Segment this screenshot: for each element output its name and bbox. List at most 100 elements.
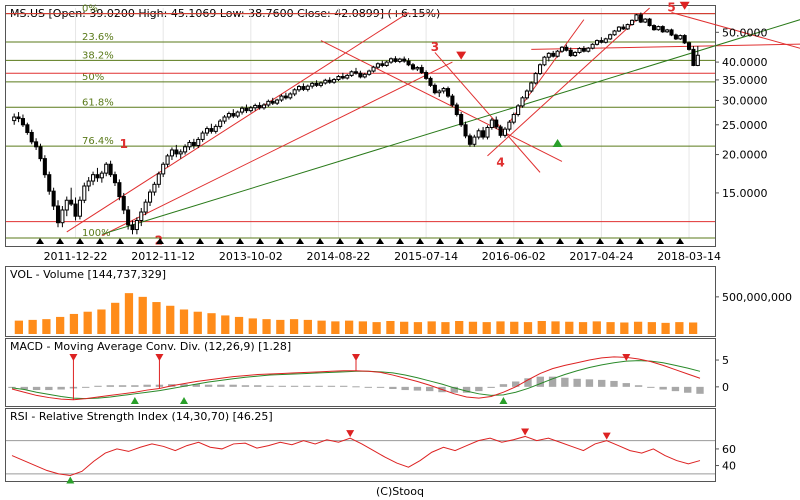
volume-bar xyxy=(69,313,79,334)
volume-bar xyxy=(523,322,533,334)
volume-bar xyxy=(537,321,546,334)
candle-body xyxy=(73,203,78,217)
candle-body xyxy=(165,155,170,165)
candle-body xyxy=(34,141,39,148)
date-tick-label: 2011-12-22 xyxy=(44,250,108,263)
rsi-title: RSI - Relative Strength Index (14,30,70)… xyxy=(10,410,273,423)
bottom-marker-triangle xyxy=(576,238,584,244)
fibonacci-label: 76.4% xyxy=(82,136,114,147)
macd-histogram-bar xyxy=(8,386,16,388)
price-tick-label: 15.0000 xyxy=(722,187,768,200)
candle-body xyxy=(327,79,332,83)
candle-body xyxy=(226,113,231,118)
candle-body xyxy=(410,64,416,70)
macd-histogram-bar xyxy=(266,385,274,387)
candle-body xyxy=(564,46,569,51)
candle-body xyxy=(472,136,477,145)
price-tick-label: 30.0000 xyxy=(722,94,768,107)
candle-body xyxy=(25,124,30,133)
volume-bar xyxy=(234,316,244,334)
candle-body xyxy=(196,138,201,147)
volume-panel: VOL - Volume [144,737,329] 500,000,000 xyxy=(5,266,792,337)
rsi-tick-label: 60 xyxy=(722,443,736,456)
candle-body xyxy=(314,82,319,86)
candle-body xyxy=(538,64,543,75)
volume-bar xyxy=(152,302,161,334)
macd-histogram-bar xyxy=(364,386,372,388)
candle-body xyxy=(275,99,280,104)
rsi-plot xyxy=(6,428,715,484)
volume-bar xyxy=(83,311,92,334)
candle-body xyxy=(437,90,442,94)
candle-body xyxy=(485,126,490,138)
volume-bar xyxy=(620,322,629,334)
volume-bar xyxy=(262,319,271,334)
bottom-marker-triangle xyxy=(596,238,604,244)
volume-bar xyxy=(138,296,147,334)
candle-body xyxy=(292,89,297,95)
bottom-marker-triangle xyxy=(556,238,564,244)
candle-body xyxy=(665,29,670,33)
bottom-marker-triangle xyxy=(376,238,384,244)
candle-body xyxy=(463,124,468,137)
candle-body xyxy=(428,77,433,86)
price-panel: MS.US [Open: 39.0200 High: 45.1069 Low: … xyxy=(5,0,800,247)
macd-tick-label: 0 xyxy=(722,381,729,394)
candle-body xyxy=(183,146,188,153)
candle-body xyxy=(502,128,508,136)
candle-body xyxy=(77,199,82,217)
candle-body xyxy=(520,97,525,107)
bottom-marker-triangle xyxy=(616,238,624,244)
candle-body xyxy=(494,119,499,128)
volume-bar xyxy=(441,322,450,334)
macd-histogram-bar xyxy=(315,385,323,387)
rsi-panel: RSI - Relative Strength Index (14,30,70)… xyxy=(5,408,736,484)
macd-histogram-bar xyxy=(450,386,458,393)
rsi-sell-marker xyxy=(346,430,355,438)
candle-body xyxy=(305,85,310,90)
macd-histogram-bar xyxy=(229,384,237,387)
bottom-marker-triangle xyxy=(436,238,444,244)
volume-bar xyxy=(661,322,670,334)
price-tick-label: 25.0000 xyxy=(722,119,768,132)
rsi-line xyxy=(11,435,701,477)
date-tick-label: 2014-08-22 xyxy=(307,250,371,263)
bottom-marker-triangle xyxy=(136,238,144,244)
candle-body xyxy=(248,107,253,112)
bottom-marker-triangle xyxy=(536,238,544,244)
bottom-marker-triangle xyxy=(36,238,44,244)
candle-body xyxy=(279,95,284,101)
macd-histogram-bar xyxy=(573,378,581,387)
candle-body xyxy=(156,173,161,185)
macd-histogram-bar xyxy=(106,385,114,387)
candle-body xyxy=(332,79,337,83)
candle-body xyxy=(625,24,630,30)
candle-body xyxy=(419,67,424,73)
candle-body xyxy=(240,107,245,113)
long-term-trendline xyxy=(101,19,800,235)
candles xyxy=(12,12,700,235)
volume-bar xyxy=(413,322,423,334)
macd-histogram-bar xyxy=(413,386,422,391)
candle-body xyxy=(213,125,218,132)
volume-bar xyxy=(358,321,368,334)
macd-histogram-bar xyxy=(696,386,704,394)
volume-bar xyxy=(551,321,560,334)
candle-body xyxy=(594,40,600,45)
candle-body xyxy=(99,172,104,179)
fibonacci-label: 23.6% xyxy=(82,32,114,43)
fibonacci-label: 38.2% xyxy=(82,50,114,61)
candle-body xyxy=(498,126,503,136)
candle-body xyxy=(126,209,131,226)
candle-body xyxy=(134,219,139,231)
macd-histogram-bar xyxy=(659,386,667,390)
macd-plot xyxy=(8,354,704,404)
candle-body xyxy=(450,95,455,106)
macd-buy-marker xyxy=(499,397,508,404)
volume-bar xyxy=(578,322,588,334)
macd-sell-marker xyxy=(352,354,360,361)
candle-body xyxy=(695,54,700,66)
candle-body xyxy=(112,174,118,184)
candle-body xyxy=(603,38,608,43)
